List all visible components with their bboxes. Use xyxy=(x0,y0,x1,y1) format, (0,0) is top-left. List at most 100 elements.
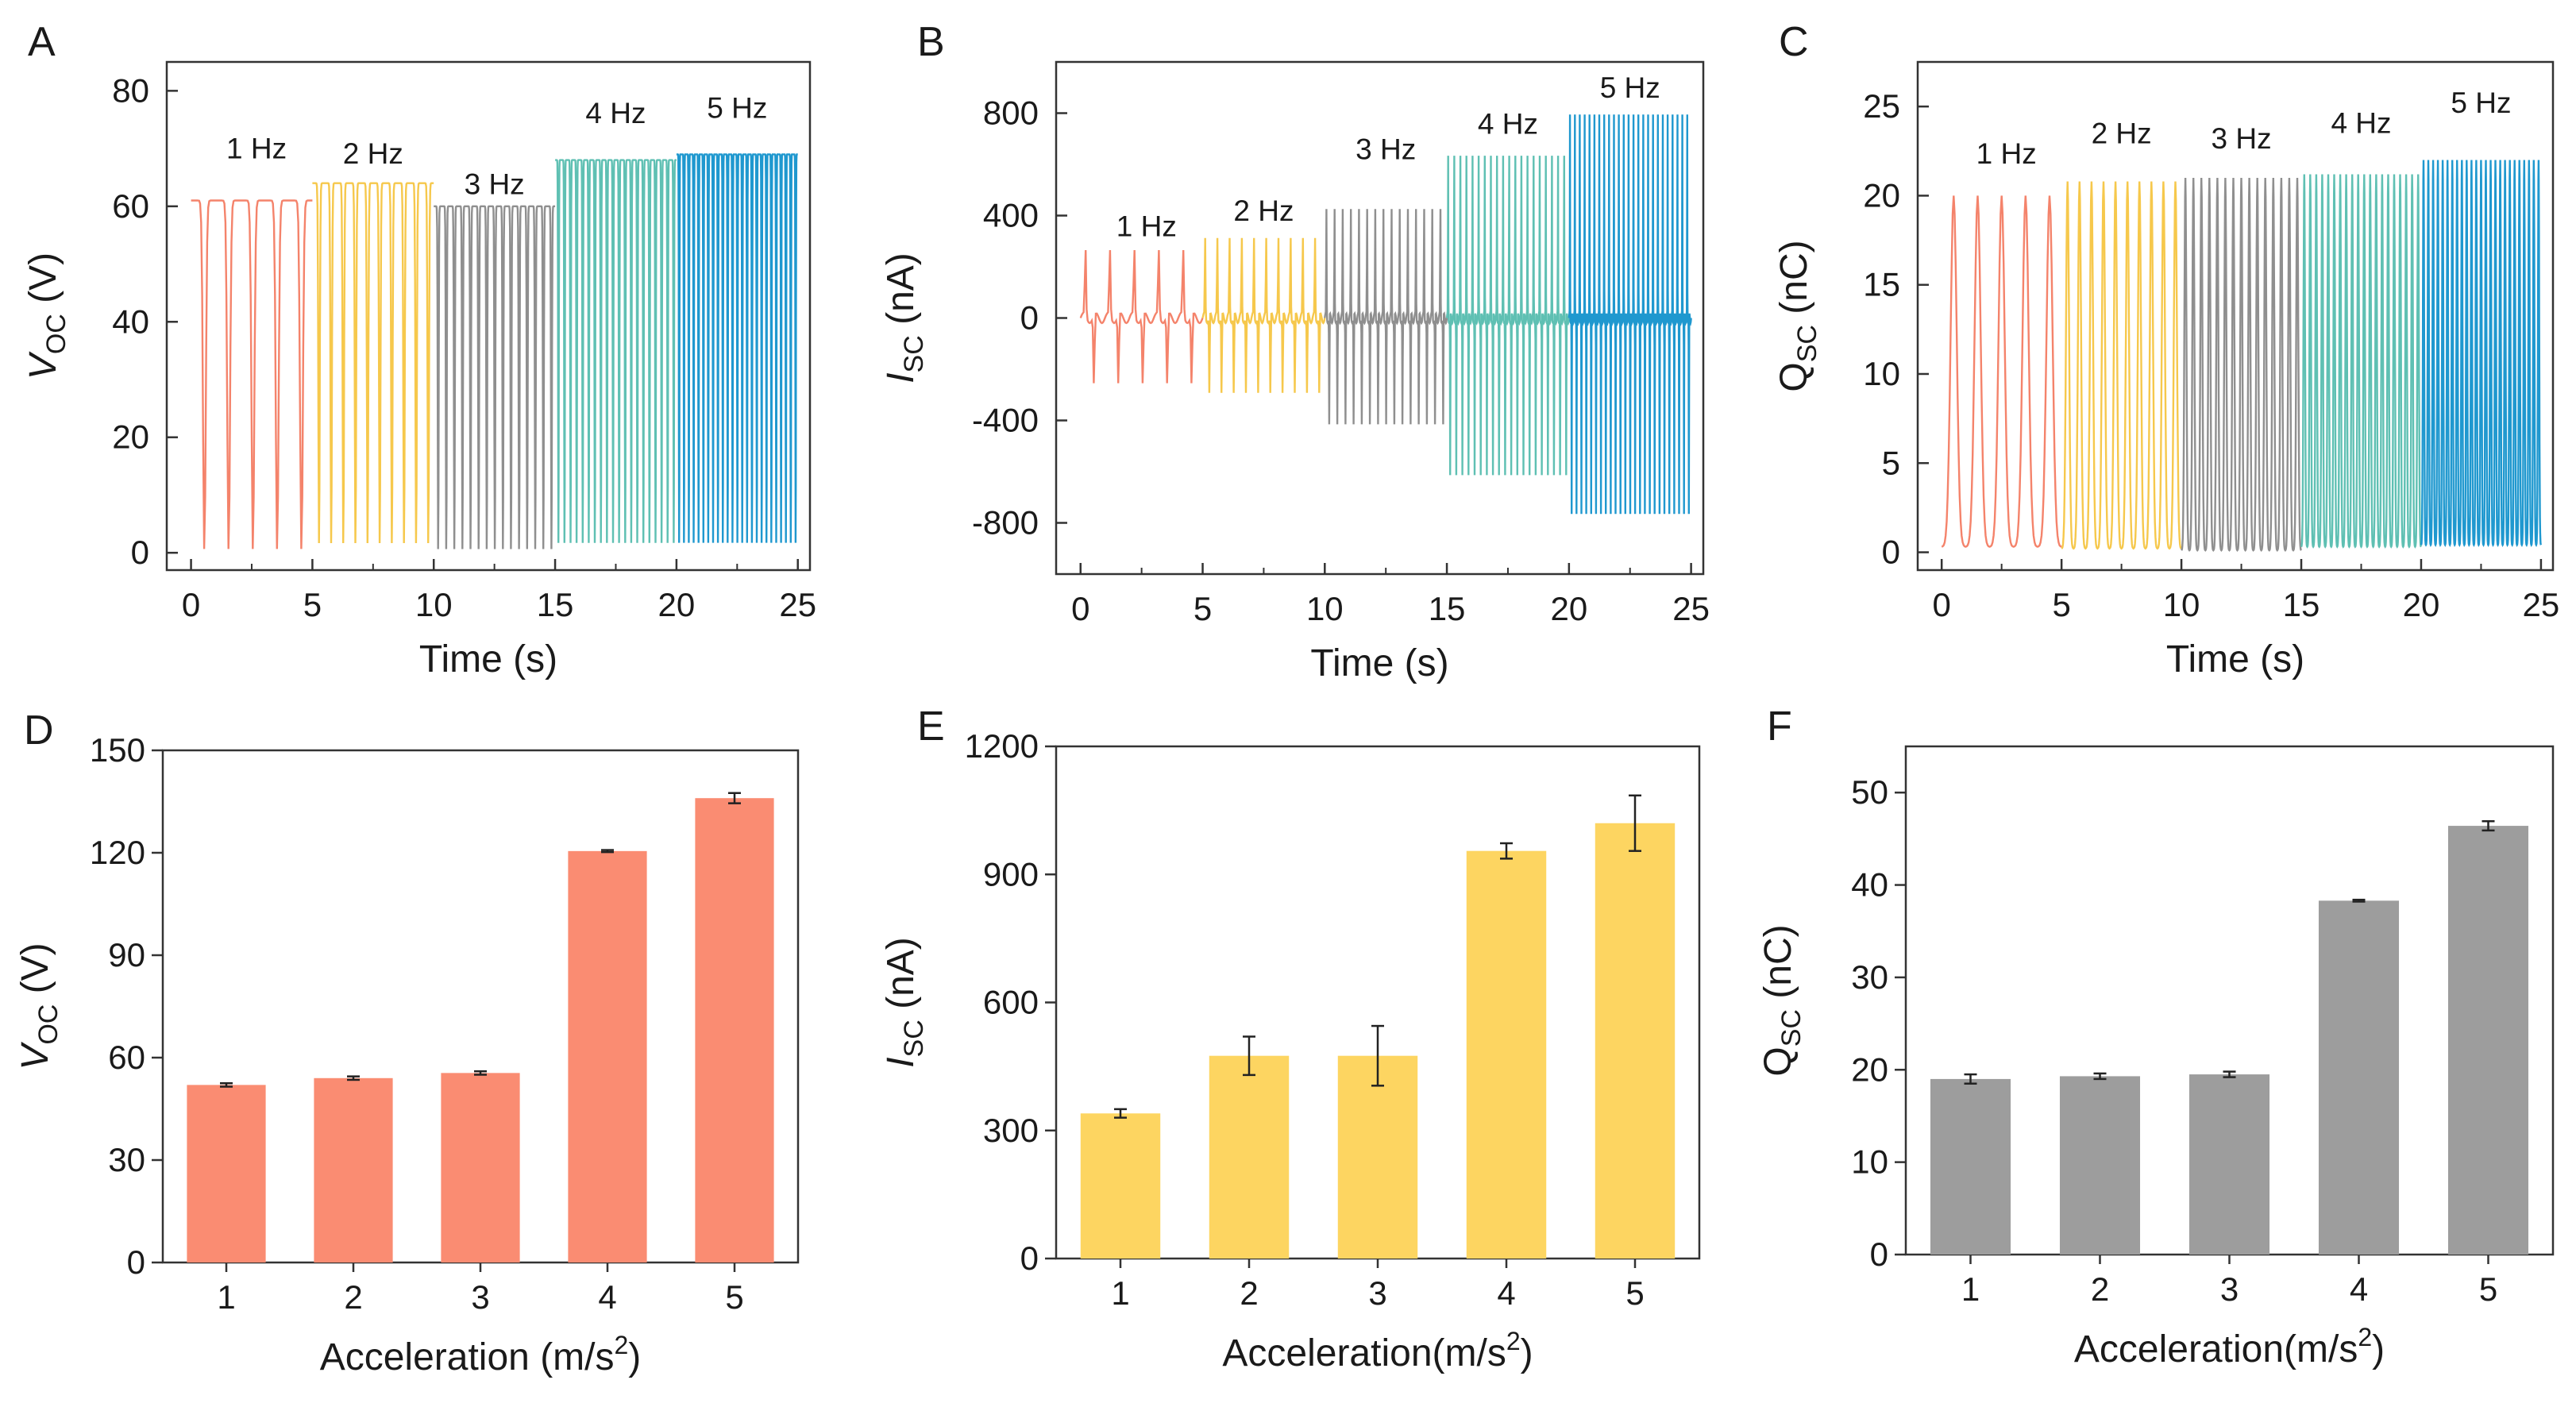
y-tick-label: 0 xyxy=(131,534,149,571)
plot-frame xyxy=(1916,60,2555,572)
x-tick-label: 25 xyxy=(2523,586,2560,623)
y-axis-title-sub: SC xyxy=(1776,1009,1807,1047)
x-axis-title: Time (s) xyxy=(2166,638,2304,680)
x-tick-label: 20 xyxy=(1550,590,1587,627)
waveform-2hz xyxy=(1201,237,1326,393)
waveform-4hz xyxy=(555,159,677,543)
x-tick-label: 3 xyxy=(1368,1274,1386,1312)
y-tick-label: -800 xyxy=(972,504,1039,542)
y-tick-label: 40 xyxy=(1851,866,1888,904)
y-tick-label: -400 xyxy=(972,402,1039,439)
y-tick-label: 400 xyxy=(983,197,1039,234)
panel-a: A 1 Hz 2 Hz 3 Hz 4 Hz 5 Hz 0 5 10 15 20 25 0 20 40 60 80… xyxy=(22,19,816,680)
y-tick-label: 40 xyxy=(112,303,149,340)
x-tick-label: 5 xyxy=(2052,586,2070,623)
y-tick-label: 30 xyxy=(1851,958,1888,996)
panel-letter: F xyxy=(1767,704,1792,750)
x-tick-label: 2 xyxy=(344,1278,362,1316)
x-tick-label: 4 xyxy=(598,1278,616,1316)
y-tick-label: 15 xyxy=(1863,266,1900,303)
bar-1 xyxy=(1080,1113,1161,1259)
x-tick-label: 5 xyxy=(1194,590,1212,627)
y-tick-label: 120 xyxy=(90,834,145,871)
waveform-5hz xyxy=(2420,160,2543,547)
y-tick-label: 60 xyxy=(112,187,149,225)
bar-5 xyxy=(1595,823,1676,1259)
panel-letter: C xyxy=(1779,19,1809,65)
y-axis-title: VOC (V) xyxy=(14,942,64,1070)
panel-c: C 1 Hz 2 Hz 3 Hz 4 Hz 5 Hz 0 5 10 15 20 25 0 5 10 15 20 2… xyxy=(1773,19,2559,680)
x-tick-label: 20 xyxy=(2403,586,2440,623)
x-tick-label: 25 xyxy=(1672,590,1710,627)
x-tick-label: 1 xyxy=(1111,1274,1129,1312)
y-tick-label: 150 xyxy=(90,731,145,769)
x-axis-title-sup: 2 xyxy=(615,1331,629,1359)
x-tick-label: 2 xyxy=(1240,1274,1258,1312)
bar-2 xyxy=(1209,1055,1290,1259)
bar-1 xyxy=(1930,1078,2011,1255)
panel-letter: B xyxy=(917,19,945,65)
waveform-4hz xyxy=(1445,156,1570,476)
y-axis-title-main: V xyxy=(22,351,64,380)
x-axis-title-sup: 2 xyxy=(2358,1323,2372,1351)
y-tick-label: 25 xyxy=(1863,87,1900,125)
y-tick-label: 80 xyxy=(112,71,149,109)
x-tick-label: 4 xyxy=(1497,1274,1515,1312)
waveform-2hz xyxy=(312,182,434,544)
y-tick-label: 10 xyxy=(1863,355,1900,392)
panel-b: B 1 Hz 2 Hz 3 Hz 4 Hz 5 Hz 0 5 10 15 20 25 -800 -400 0… xyxy=(880,19,1710,684)
segment-label-2hz: 2 Hz xyxy=(343,137,403,170)
x-axis-title: Time (s) xyxy=(419,638,557,680)
y-axis-title-sub: SC xyxy=(899,1020,929,1057)
bar-4 xyxy=(2318,900,2400,1255)
y-axis-title-main: I xyxy=(880,1057,922,1067)
bar-4 xyxy=(568,850,647,1262)
y-axis-title: QSC (nC) xyxy=(1757,924,1807,1076)
y-axis-title-sub: SC xyxy=(1792,325,1822,362)
y-axis-title-unit: (V) xyxy=(14,942,56,1004)
x-tick-label: 5 xyxy=(303,586,322,623)
y-axis-title-sub: OC xyxy=(33,1004,64,1045)
y-tick-label: 5 xyxy=(1882,444,1900,481)
y-tick-label: 20 xyxy=(1863,176,1900,214)
segment-label-4hz: 4 Hz xyxy=(585,97,646,129)
bar-3 xyxy=(2188,1074,2270,1255)
x-tick-label: 10 xyxy=(415,586,453,623)
y-tick-label: 800 xyxy=(983,94,1039,132)
x-tick-label: 10 xyxy=(1306,590,1344,627)
x-tick-label: 5 xyxy=(1625,1274,1644,1312)
y-axis-title-sub: OC xyxy=(41,314,71,354)
waveform-4hz xyxy=(2300,174,2422,549)
x-tick-label: 2 xyxy=(2091,1270,2109,1308)
x-tick-label: 0 xyxy=(182,586,200,623)
segment-label-5hz: 5 Hz xyxy=(1600,71,1660,104)
segment-label-1hz: 1 Hz xyxy=(1976,137,2037,170)
segment-label-2hz: 2 Hz xyxy=(1233,195,1294,227)
y-axis-title-main: I xyxy=(880,372,922,383)
y-axis-title-unit: (nC) xyxy=(1757,924,1799,1009)
waveform-3hz xyxy=(434,205,556,549)
y-axis-title: ISC (nA) xyxy=(880,937,929,1068)
y-axis-title-unit: (V) xyxy=(22,252,64,314)
bar-4 xyxy=(1466,850,1547,1259)
y-axis-title-main: Q xyxy=(1773,362,1815,391)
y-tick-label: 60 xyxy=(108,1039,145,1076)
waveform-3hz xyxy=(1324,209,1448,425)
x-axis-title-main: Acceleration(m/s xyxy=(2074,1328,2358,1370)
bar-5 xyxy=(2447,826,2529,1255)
x-axis-title: Acceleration(m/s2) xyxy=(2074,1323,2385,1370)
plot-frame xyxy=(165,60,812,572)
y-tick-label: 1200 xyxy=(965,727,1039,765)
bar-3 xyxy=(441,1073,520,1262)
y-axis-title-unit: (nC) xyxy=(1773,240,1815,325)
panel-e: E1 2 3 4 503006009001200Acceleration(m/s2)IS… xyxy=(880,704,1701,1374)
x-tick-label: 0 xyxy=(1933,586,1951,623)
bar-3 xyxy=(1337,1055,1418,1259)
waveform-5hz xyxy=(676,153,798,543)
y-tick-label: 300 xyxy=(983,1112,1039,1149)
y-tick-label: 0 xyxy=(1882,534,1900,571)
panel-letter: A xyxy=(28,19,56,65)
waveform-1hz xyxy=(191,199,313,549)
